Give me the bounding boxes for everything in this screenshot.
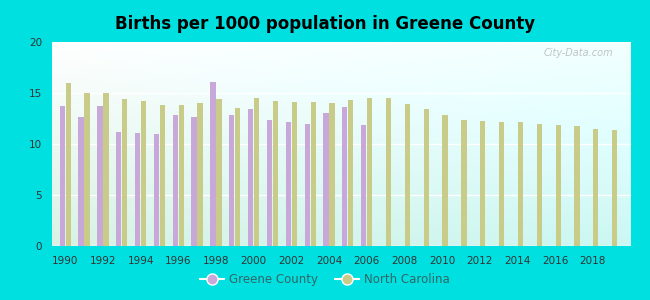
Bar (216, 99, 222, 246)
Bar (518, 122, 523, 246)
Text: City-Data.com: City-Data.com (543, 48, 613, 58)
Bar (79, 118, 84, 246)
Bar (575, 126, 580, 246)
Bar (122, 99, 127, 246)
Bar (173, 116, 178, 246)
Bar (135, 133, 140, 246)
Bar (612, 130, 618, 246)
Bar (499, 122, 504, 246)
Bar (273, 101, 278, 246)
Bar (248, 109, 254, 246)
Bar (266, 119, 272, 246)
Bar (386, 98, 391, 246)
Bar (116, 132, 122, 246)
Bar (192, 118, 197, 246)
Bar (480, 121, 486, 246)
Bar (160, 105, 165, 246)
Bar (60, 106, 65, 246)
Bar (66, 83, 71, 246)
Bar (285, 122, 291, 246)
Bar (323, 113, 329, 246)
Bar (254, 98, 259, 246)
Bar (367, 98, 372, 246)
Bar (537, 124, 542, 246)
Text: Births per 1000 population in Greene County: Births per 1000 population in Greene Cou… (115, 15, 535, 33)
Bar (405, 104, 410, 246)
Bar (229, 116, 235, 246)
Bar (361, 124, 367, 246)
Bar (211, 82, 216, 246)
Bar (556, 124, 561, 246)
Bar (342, 107, 348, 246)
Bar (348, 100, 354, 246)
Bar (330, 103, 335, 246)
Legend: Greene County, North Carolina: Greene County, North Carolina (196, 269, 454, 291)
Bar (424, 109, 429, 246)
Bar (84, 93, 90, 246)
Bar (311, 102, 316, 246)
Bar (198, 103, 203, 246)
Bar (304, 124, 310, 246)
Bar (462, 119, 467, 246)
Bar (154, 134, 159, 246)
Bar (103, 93, 109, 246)
Bar (98, 106, 103, 246)
Bar (443, 116, 448, 246)
Bar (593, 129, 599, 246)
Bar (179, 105, 184, 246)
Bar (141, 101, 146, 246)
Bar (292, 102, 297, 246)
Bar (235, 108, 240, 246)
